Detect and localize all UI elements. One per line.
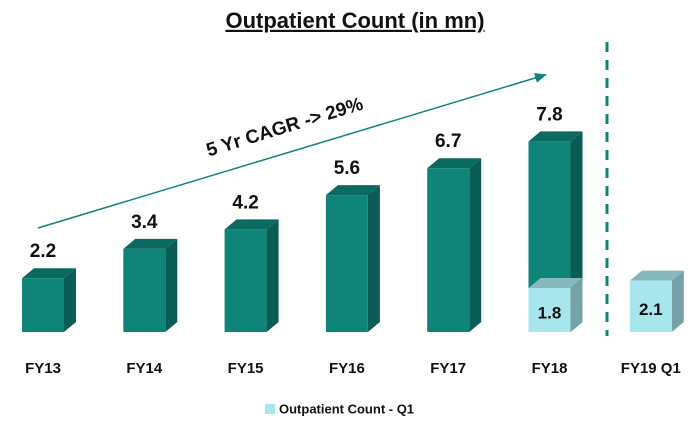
- data-label: 1.8: [538, 303, 562, 322]
- bar-top: [528, 131, 583, 142]
- data-label: 5.6: [334, 158, 360, 179]
- x-tick-label: FY16: [329, 360, 365, 377]
- bar: [427, 168, 470, 332]
- bar-top: [427, 158, 482, 169]
- bar: [325, 195, 368, 332]
- bar-side: [165, 238, 178, 332]
- bar-side: [266, 219, 279, 332]
- data-label: 2.1: [639, 300, 663, 319]
- annotation: 5 Yr CAGR -> 29%: [204, 94, 366, 162]
- bar: [123, 248, 166, 332]
- data-label: 4.2: [232, 192, 258, 213]
- bar-side: [671, 270, 684, 332]
- data-label: 3.4: [131, 212, 158, 233]
- x-tick-label: FY19 Q1: [621, 360, 681, 377]
- x-tick-label: FY17: [430, 360, 466, 377]
- x-tick-label: FY13: [25, 360, 61, 377]
- bar-top: [22, 268, 76, 279]
- bar-top: [224, 219, 279, 230]
- bar-top: [528, 278, 583, 288]
- x-tick-label: FY18: [532, 360, 568, 377]
- legend-label: Outpatient Count - Q1: [279, 401, 414, 416]
- bar-side: [64, 268, 76, 332]
- bar-top: [123, 238, 178, 249]
- x-tick-label: FY15: [228, 360, 264, 377]
- data-label: 6.7: [435, 131, 461, 152]
- bar: [629, 280, 672, 332]
- legend-swatch: [265, 404, 275, 414]
- bar-top: [629, 270, 684, 281]
- bar: [22, 278, 64, 332]
- cagr-arrow: [37, 73, 547, 229]
- data-label: 7.8: [536, 104, 562, 125]
- bar: [224, 229, 267, 332]
- bar-side: [570, 278, 583, 332]
- x-tick-label: FY14: [126, 360, 163, 377]
- bar-side: [367, 185, 380, 332]
- chart-title: Outpatient Count (in mn): [225, 8, 484, 33]
- data-label: 2.2: [30, 241, 56, 262]
- bar-side: [469, 158, 482, 332]
- bar-top: [325, 185, 380, 196]
- bar: [528, 288, 571, 332]
